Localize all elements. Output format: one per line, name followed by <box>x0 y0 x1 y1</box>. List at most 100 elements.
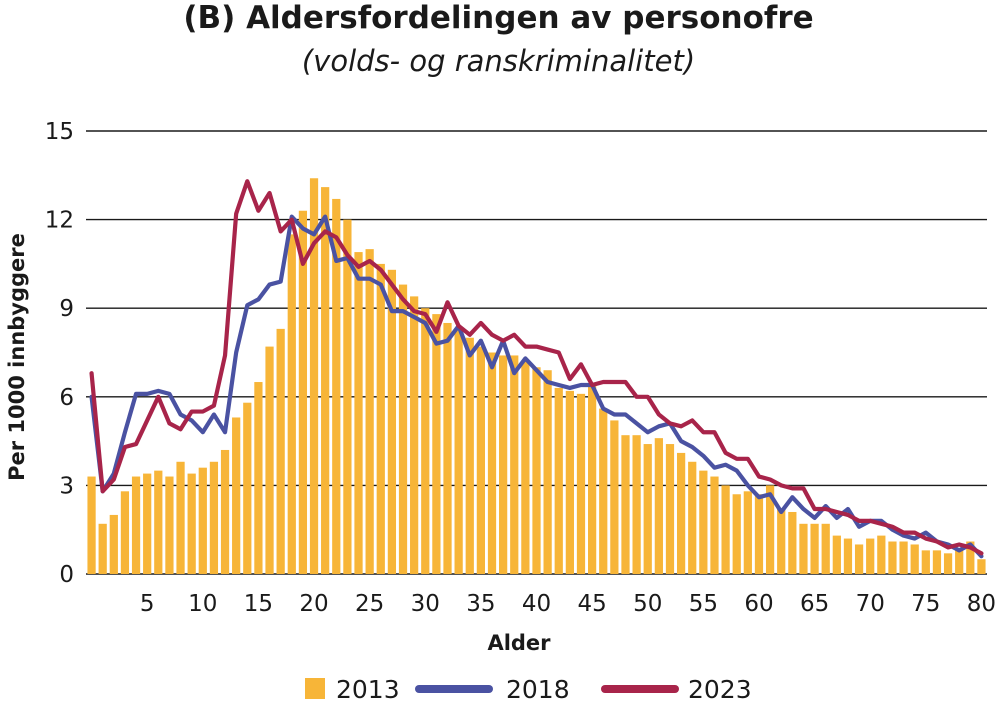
bar-2013-age-19 <box>298 210 308 575</box>
bar-2013-age-37 <box>499 355 508 574</box>
y-tick-label: 15 <box>45 119 74 145</box>
bar-2013-age-60 <box>754 494 764 574</box>
bar-2013-age-7 <box>165 476 174 574</box>
x-tick-label: 25 <box>355 591 384 617</box>
bar-2013-age-64 <box>799 523 808 574</box>
bar-2013-age-62 <box>777 509 786 574</box>
bar-2013-age-14 <box>243 402 252 574</box>
bar-2013-age-76 <box>932 550 942 574</box>
line-series-2023 <box>89 179 984 556</box>
bar-2013-age-61 <box>765 485 775 574</box>
label-layer: 0 3 6 9 12 15 5 10 15 20 25 30 35 40 45 50 55 60 65 70 75 80 <box>45 119 996 617</box>
bar-2013-age-44 <box>576 393 586 574</box>
bar-2013-age-24 <box>354 252 363 574</box>
bar-2013-age-70 <box>866 538 875 574</box>
bar-2013-age-32 <box>443 322 452 574</box>
bar-2013-age-2 <box>109 514 118 574</box>
bar-2013-age-53 <box>676 452 686 574</box>
bar-2013-age-3 <box>120 491 130 574</box>
bar-2013-age-45 <box>588 384 597 574</box>
bar-2013-age-0 <box>87 476 96 574</box>
x-tick-label: 70 <box>856 591 885 617</box>
x-tick-label: 35 <box>466 591 495 617</box>
bar-2013-age-22 <box>332 198 341 574</box>
bar-2013-age-36 <box>487 352 497 574</box>
bar-2013-age-10 <box>198 467 207 574</box>
y-tick-label: 0 <box>59 562 74 588</box>
x-tick-label: 50 <box>633 591 662 617</box>
chart-subtitle: (volds- og ranskriminalitet) <box>301 44 696 78</box>
bar-2013-age-56 <box>710 476 719 574</box>
x-tick-label: 10 <box>188 591 217 617</box>
bar-layer <box>87 178 986 575</box>
chart-title: (B) Aldersfordelingen av personofre <box>183 0 814 36</box>
bar-2013-age-6 <box>154 470 163 574</box>
y-tick-label: 3 <box>59 473 74 499</box>
bar-2013-age-38 <box>510 355 519 574</box>
y-axis-label: Per 1000 innbyggere <box>5 233 29 481</box>
bar-2013-age-68 <box>843 538 853 574</box>
legend: 2013 2018 2023 <box>305 675 752 704</box>
x-tick-label: 40 <box>522 591 551 617</box>
x-tick-label: 80 <box>967 591 996 617</box>
bar-2013-age-35 <box>476 346 485 574</box>
bar-2013-age-47 <box>610 420 619 574</box>
x-tick-label: 30 <box>411 591 440 617</box>
bar-2013-age-1 <box>98 523 107 574</box>
x-tick-label: 45 <box>577 591 606 617</box>
bar-2013-age-58 <box>732 494 741 574</box>
legend-label-2013: 2013 <box>336 675 400 704</box>
x-tick-label: 75 <box>911 591 940 617</box>
bar-2013-age-25 <box>365 249 374 574</box>
bar-2013-age-17 <box>276 328 285 574</box>
x-tick-label: 15 <box>244 591 273 617</box>
bar-2013-age-21 <box>321 187 330 574</box>
bar-2013-age-77 <box>943 553 953 574</box>
bar-2013-age-30 <box>421 308 430 574</box>
bar-2013-age-13 <box>232 417 241 574</box>
bar-2013-age-80 <box>977 559 986 574</box>
x-tick-label: 60 <box>744 591 773 617</box>
bar-2013-age-29 <box>410 296 419 574</box>
bar-2013-age-46 <box>599 408 608 574</box>
bar-2013-age-42 <box>554 387 563 574</box>
bar-2013-age-78 <box>955 550 964 574</box>
bar-2013-age-43 <box>565 390 574 574</box>
x-tick-label: 20 <box>299 591 328 617</box>
legend-label-2023: 2023 <box>688 675 752 704</box>
bar-2013-age-8 <box>176 461 185 574</box>
legend-swatch-2013 <box>305 678 325 699</box>
line-series-2018 <box>89 214 984 559</box>
bar-2013-age-79 <box>966 541 975 574</box>
bar-2013-age-50 <box>643 444 652 574</box>
bar-2013-age-48 <box>621 435 630 574</box>
bar-2013-age-72 <box>888 541 897 574</box>
bar-2013-age-9 <box>187 473 196 574</box>
bar-2013-age-31 <box>432 314 441 574</box>
bar-2013-age-41 <box>543 370 552 574</box>
bar-2013-age-33 <box>454 328 463 574</box>
bar-2013-age-71 <box>877 535 886 574</box>
bar-2013-age-5 <box>143 473 152 574</box>
bar-2013-age-39 <box>521 361 530 574</box>
bar-2013-age-49 <box>632 435 641 574</box>
x-tick-label: 5 <box>140 591 155 617</box>
bar-2013-age-63 <box>788 511 797 574</box>
bar-2013-age-15 <box>254 382 263 574</box>
legend-label-2018: 2018 <box>506 675 570 704</box>
bar-2013-age-52 <box>665 444 675 574</box>
bar-2013-age-75 <box>921 550 930 574</box>
y-tick-label: 6 <box>59 385 74 411</box>
bar-2013-age-27 <box>387 269 397 574</box>
y-tick-label: 12 <box>45 208 74 234</box>
x-axis-label: Alder <box>487 631 551 655</box>
bar-2013-age-51 <box>654 438 663 574</box>
bar-2013-age-34 <box>465 337 474 574</box>
bar-2013-age-28 <box>398 284 408 574</box>
line-layer <box>89 179 984 559</box>
bar-2013-age-59 <box>743 491 752 574</box>
bar-2013-age-74 <box>910 544 919 574</box>
bar-2013-age-67 <box>832 535 841 574</box>
